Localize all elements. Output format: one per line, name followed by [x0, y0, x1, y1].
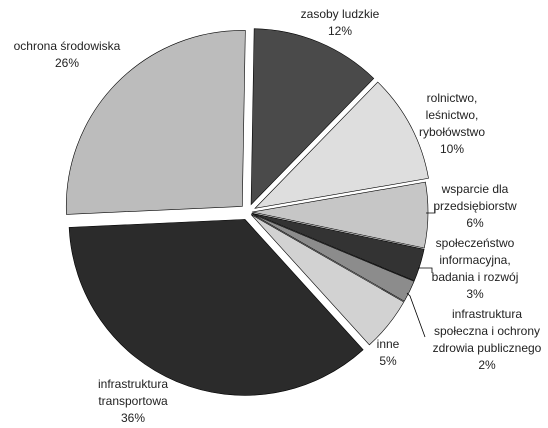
slice-label-wsparcie-dla-przedsiebiorstw: wsparcie dla przedsiębiorstw 6% — [433, 182, 517, 230]
slice-labels: zasoby ludzkie 12% rolnictwo, leśnictwo, ryb… — [14, 7, 542, 425]
leader-lines — [406, 205, 436, 338]
pie-slice-zasoby-ludzkie — [250, 28, 375, 206]
slice-label-spoleczenstwo-informacyjna-badania-i-rozwoj: społeczeństwo informacyjna, badania i rozw… — [432, 236, 519, 301]
slice-label-infrastruktura-spoleczna-i-ochrony-zdrowia-publicznego: infrastruktura społeczna i ochrony zdrowia… — [433, 307, 542, 372]
pie-slice-ochrona-srodowiska — [65, 30, 246, 215]
pie-slice-inne — [250, 214, 405, 346]
pie-slices — [65, 28, 429, 396]
leader-line-wsparcie-dla-przedsiebiorstw — [426, 205, 436, 214]
slice-label-ochrona-srodowiska: ochrona środowiska 26% — [14, 39, 121, 70]
pie-slice-infrastruktura-transportowa — [68, 219, 364, 396]
slice-label-inne: inne 5% — [377, 337, 400, 368]
pie-slice-rolnictwo-lesnictwo-rybolowstwo — [254, 81, 429, 209]
slice-label-zasoby-ludzkie: zasoby ludzkie 12% — [301, 7, 380, 38]
pie-slice-infrastruktura-spoleczna-i-ochrony-zdrowia-publicznego — [251, 213, 415, 302]
leader-line-spoleczenstwo-informacyjna-badania-i-rozwoj — [418, 267, 433, 273]
slice-label-rolnictwo-lesnictwo-rybolowstwo: rolnictwo, leśnictwo, rybołówstwo 10% — [419, 91, 485, 156]
pie-slice-wsparcie-dla-przedsiebiorstw — [251, 181, 429, 249]
pie-slice-spoleczenstwo-informacyjna-badania-i-rozwoj — [251, 212, 425, 282]
leader-line-infrastruktura-spoleczna-i-ochrony-zdrowia-publicznego — [406, 292, 426, 338]
slice-label-infrastruktura-transportowa: infrastruktura transportowa 36% — [98, 377, 168, 425]
